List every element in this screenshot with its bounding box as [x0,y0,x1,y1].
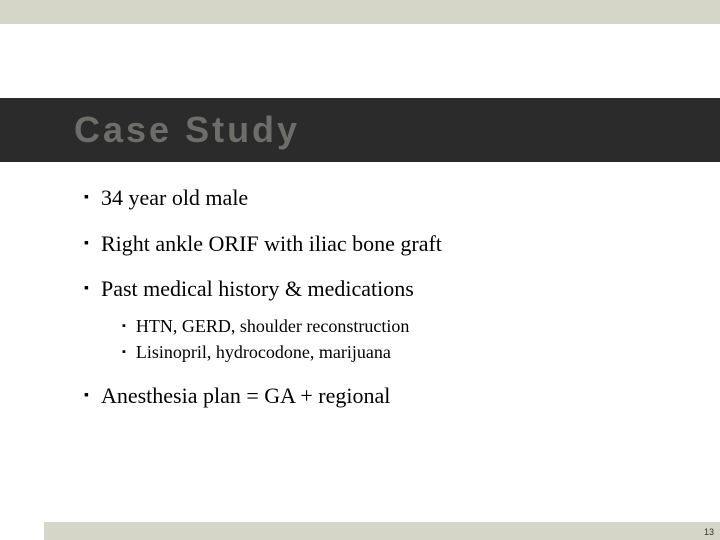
list-item-text: Anesthesia plan = GA + regional [101,382,390,410]
content-area: ▪ 34 year old male ▪ Right ankle ORIF wi… [84,184,654,427]
bullet-marker-icon: ▪ [84,281,89,297]
list-item-text: Lisinopril, hydrocodone, marijuana [136,341,391,364]
list-item: ▪ HTN, GERD, shoulder reconstruction [122,315,654,338]
list-item-text: HTN, GERD, shoulder reconstruction [136,315,409,338]
bullet-marker-icon: ▪ [122,346,126,358]
list-item: ▪ Lisinopril, hydrocodone, marijuana [122,341,654,364]
bullet-marker-icon: ▪ [84,190,89,206]
list-item-text: Right ankle ORIF with iliac bone graft [101,230,442,258]
list-item: ▪ Past medical history & medications [84,275,654,303]
list-item: ▪ Right ankle ORIF with iliac bone graft [84,230,654,258]
sub-list: ▪ HTN, GERD, shoulder reconstruction ▪ L… [122,315,654,364]
title-bar: Case Study [0,98,720,162]
list-item-text: 34 year old male [101,184,248,212]
bullet-marker-icon: ▪ [84,388,89,404]
list-item: ▪ 34 year old male [84,184,654,212]
list-item-text: Past medical history & medications [101,275,414,303]
slide: Case Study ▪ 34 year old male ▪ Right an… [0,0,720,540]
page-number: 13 [704,527,714,537]
top-accent-strip [0,0,720,24]
bottom-accent-strip [44,522,720,540]
bullet-marker-icon: ▪ [84,236,89,252]
slide-title: Case Study [74,109,300,151]
bullet-marker-icon: ▪ [122,320,126,332]
list-item: ▪ Anesthesia plan = GA + regional [84,382,654,410]
